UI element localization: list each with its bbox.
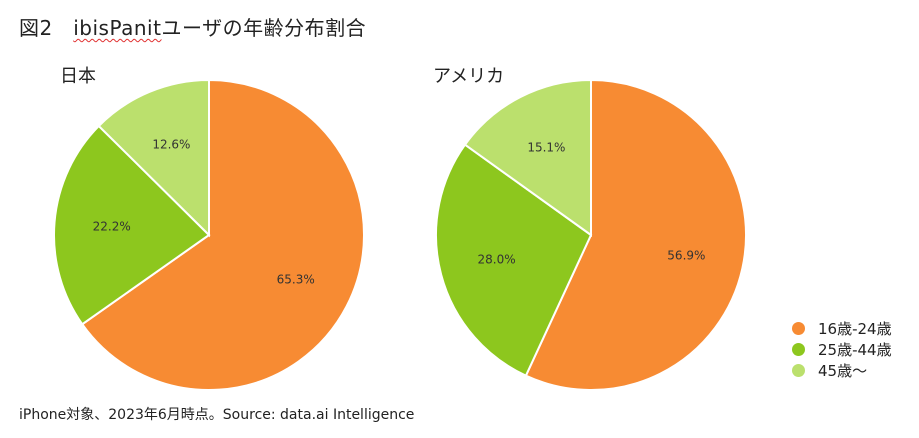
figure-title-app-name: ibisPanit bbox=[73, 16, 162, 40]
chart-title-usa: アメリカ bbox=[433, 66, 505, 87]
legend-item-45-plus: 45歳～ bbox=[792, 360, 892, 381]
pie-label-japan-45-plus: 12.6% bbox=[152, 137, 190, 151]
legend: 16歳-24歳 25歳-44歳 45歳～ bbox=[792, 318, 892, 381]
figure-title-suffix: ユーザの年齢分布割合 bbox=[161, 16, 367, 40]
legend-marker-45-plus bbox=[792, 364, 805, 377]
pie-slice-usa-25-44 bbox=[435, 143, 593, 377]
pie-slice-japan-16-24 bbox=[80, 78, 365, 391]
pie-label-japan-25-44: 22.2% bbox=[93, 219, 131, 233]
legend-label-25-44: 25歳-44歳 bbox=[818, 341, 892, 359]
pie-slice-japan-25-44 bbox=[53, 124, 211, 326]
legend-label-45-plus: 45歳～ bbox=[818, 362, 868, 380]
pie-label-japan-16-24: 65.3% bbox=[277, 272, 315, 286]
pie-label-usa-16-24: 56.9% bbox=[667, 249, 705, 263]
legend-marker-25-44 bbox=[792, 343, 805, 356]
figure-title-prefix: 図2 bbox=[19, 16, 74, 40]
pie-slice-usa-16-24 bbox=[524, 78, 747, 391]
pie-slice-japan-45-plus bbox=[97, 78, 210, 238]
pie-slice-usa-45-plus bbox=[463, 78, 592, 237]
chart-title-japan: 日本 bbox=[60, 66, 96, 87]
legend-item-25-44: 25歳-44歳 bbox=[792, 339, 892, 360]
legend-label-16-24: 16歳-24歳 bbox=[818, 320, 892, 338]
figure-title: 図2 ibisPanitユーザの年齢分布割合 bbox=[19, 12, 366, 41]
legend-item-16-24: 16歳-24歳 bbox=[792, 318, 892, 339]
source-note: iPhone対象、2023年6月時点。Source: data.ai Intel… bbox=[19, 407, 415, 423]
pie-label-usa-25-44: 28.0% bbox=[478, 252, 516, 266]
pie-label-usa-45-plus: 15.1% bbox=[527, 141, 565, 155]
legend-marker-16-24 bbox=[792, 322, 805, 335]
